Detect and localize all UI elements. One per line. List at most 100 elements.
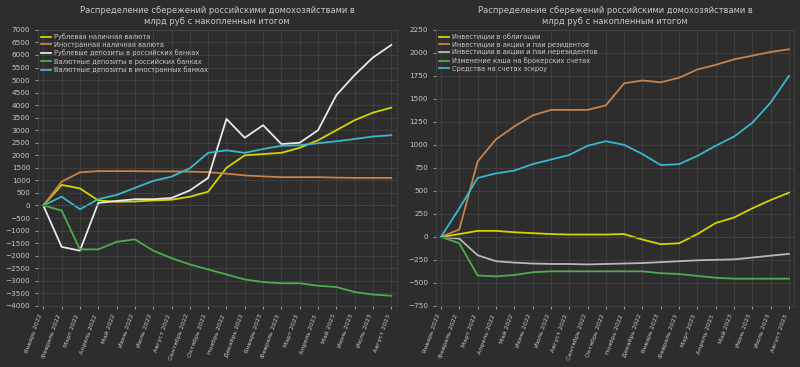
Инвестиции в облигации [436,235,446,239]
Инвестиции в облигации [747,206,757,211]
Рублевая наличная валюта [222,166,231,170]
Инвестиции в акции и паи резидентов [510,124,519,129]
Инвестиции в акции и паи нерезидентов [528,261,538,266]
Инвестиции в акции и паи нерезидентов [454,236,464,241]
Рублевые депозиты в российских банках [331,93,341,97]
Изменение кэша на брокерских счетах [747,276,757,281]
Средства на счетах эскроу [564,153,574,157]
Инвестиции в акции и паи резидентов [436,235,446,239]
Изменение кэша на брокерских счетах [601,269,610,273]
Инвестиции в акции и паи резидентов [674,76,684,80]
Инвестиции в облигации [473,229,482,233]
Иностранная наличная валюта [112,169,122,173]
Инвестиции в облигации [711,221,721,225]
Изменение кэша на брокерских счетах [454,241,464,246]
Рублевые депозиты в российских банках [314,128,323,132]
Рублевые депозиты в российских банках [203,176,213,180]
Валютные депозиты в иностранных банках [94,197,103,201]
Инвестиции в акции и паи резидентов [711,63,721,67]
Рублевая наличная валюта [331,128,341,132]
Средства на счетах эскроу [491,171,501,175]
Инвестиции в облигации [766,198,775,202]
Изменение кэша на брокерских счетах [693,274,702,278]
Line: Изменение кэша на брокерских счетах: Изменение кэша на брокерских счетах [441,237,789,279]
Средства на счетах эскроу [656,163,666,167]
Рублевая наличная валюта [277,150,286,155]
Инвестиции в акции и паи резидентов [638,78,647,83]
Инвестиции в акции и паи резидентов [528,113,538,118]
Иностранная наличная валюта [277,175,286,179]
Рублевые депозиты в российских банках [38,203,48,208]
Рублевая наличная валюта [203,189,213,194]
Инвестиции в облигации [510,230,519,235]
Изменение кэша на брокерских счетах [546,269,556,273]
Валютные депозиты в российских банках [386,294,396,298]
Иностранная наличная валюта [314,175,323,179]
Инвестиции в акции и паи нерезидентов [674,259,684,264]
Рублевые депозиты в российских банках [75,248,85,253]
Line: Инвестиции в акции и паи резидентов: Инвестиции в акции и паи резидентов [441,49,789,237]
Рублевые депозиты в российских банках [112,199,122,203]
Инвестиции в акции и паи нерезидентов [582,262,592,267]
Валютные депозиты в иностранных банках [295,143,305,148]
Инвестиции в облигации [528,231,538,235]
Иностранная наличная валюта [94,169,103,173]
Валютные депозиты в иностранных банках [57,195,66,199]
Рублевые депозиты в российских банках [295,141,305,145]
Line: Валютные депозиты в иностранных банках: Валютные депозиты в иностранных банках [43,135,391,209]
Рублевая наличная валюта [166,197,176,202]
Иностранная наличная валюта [203,170,213,174]
Рублевая наличная валюта [112,200,122,204]
Изменение кэша на брокерских счетах [711,276,721,280]
Инвестиции в акции и паи нерезидентов [473,253,482,257]
Инвестиции в акции и паи резидентов [582,108,592,112]
Средства на счетах эскроу [582,143,592,148]
Изменение кэша на брокерских счетах [730,276,739,281]
Иностранная наличная валюта [130,169,140,173]
Изменение кэша на брокерских счетах [436,235,446,239]
Legend: Инвестиции в облигации, Инвестиции в акции и паи резидентов, Инвестиции в акции : Инвестиции в облигации, Инвестиции в акц… [438,32,598,73]
Валютные депозиты в российских банках [331,285,341,289]
Валютные депозиты в иностранных банках [185,166,194,171]
Иностранная наличная валюта [148,169,158,174]
Изменение кэша на брокерских счетах [766,276,775,281]
Инвестиции в акции и паи резидентов [564,108,574,112]
Изменение кэша на брокерских счетах [528,270,538,275]
Инвестиции в облигации [638,237,647,242]
Валютные депозиты в российских банках [57,208,66,213]
Рублевые депозиты в российских банках [185,188,194,193]
Средства на счетах эскроу [693,154,702,158]
Рублевые депозиты в российских банках [386,43,396,47]
Валютные депозиты в иностранных банках [38,203,48,208]
Инвестиции в акции и паи нерезидентов [711,258,721,262]
Иностранная наличная валюта [295,175,305,179]
Валютные депозиты в российских банках [258,280,268,284]
Инвестиции в акции и паи нерезидентов [766,254,775,258]
Инвестиции в акции и паи резидентов [491,137,501,142]
Инвестиции в облигации [564,232,574,237]
Рублевая наличная валюта [350,118,359,123]
Инвестиции в облигации [619,232,629,236]
Валютные депозиты в иностранных банках [222,148,231,153]
Инвестиции в облигации [730,215,739,220]
Валютные депозиты в российских банках [295,281,305,286]
Валютные депозиты в иностранных банках [203,150,213,155]
Валютные депозиты в иностранных банках [314,141,323,145]
Инвестиции в облигации [674,241,684,246]
Рублевые депозиты в российских банках [130,197,140,201]
Средства на счетах эскроу [747,121,757,125]
Инвестиции в облигации [546,232,556,236]
Изменение кэша на брокерских счетах [674,272,684,276]
Инвестиции в акции и паи нерезидентов [784,252,794,256]
Инвестиции в акции и паи нерезидентов [510,261,519,265]
Валютные депозиты в российских банках [185,262,194,267]
Инвестиции в акции и паи резидентов [747,54,757,58]
Средства на счетах эскроу [674,162,684,166]
Валютные депозиты в иностранных банках [166,174,176,179]
Средства на счетах эскроу [711,143,721,148]
Инвестиции в акции и паи резидентов [473,159,482,164]
Изменение кэша на брокерских счетах [564,269,574,273]
Line: Инвестиции в облигации: Инвестиции в облигации [441,193,789,244]
Иностранная наличная валюта [57,179,66,184]
Рублевая наличная валюта [258,152,268,156]
